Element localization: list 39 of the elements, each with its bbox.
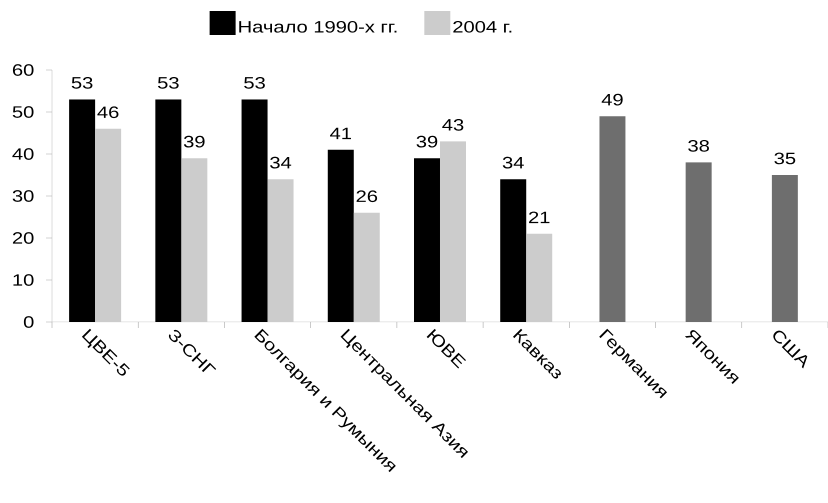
y-tick-label: 20 (12, 232, 34, 244)
bar (354, 212, 380, 322)
bar (526, 234, 552, 322)
bar (268, 179, 294, 322)
data-label: 39 (184, 136, 205, 148)
y-tick-label: 30 (12, 190, 34, 202)
y-tick-label: 0 (24, 316, 34, 328)
data-label: 34 (502, 156, 524, 168)
bar (242, 99, 268, 322)
bar (500, 179, 526, 322)
bar (69, 99, 96, 322)
data-label: 53 (244, 77, 265, 89)
bar (440, 141, 466, 322)
data-label: 34 (270, 156, 292, 168)
bar (686, 162, 712, 322)
bar (414, 158, 440, 322)
bar (155, 99, 182, 322)
data-label: 21 (529, 212, 550, 224)
y-tick-label: 10 (13, 274, 34, 286)
bar (181, 158, 208, 322)
data-label: 49 (602, 94, 623, 106)
bar (599, 116, 626, 322)
data-label: 53 (158, 77, 179, 89)
legend-label: Начало 1990-х гг. (239, 20, 396, 33)
data-label: 53 (72, 77, 92, 89)
bar (328, 150, 354, 322)
y-tick-label: 40 (12, 148, 34, 160)
data-label: 41 (330, 128, 351, 140)
data-label: 46 (97, 106, 118, 118)
data-label: 38 (688, 140, 709, 152)
data-label: 39 (416, 136, 438, 148)
legend-label: 2004 г. (453, 20, 512, 33)
bar (772, 174, 798, 322)
data-label: 43 (442, 119, 464, 131)
y-tick-label: 60 (12, 64, 34, 76)
data-label: 26 (356, 190, 378, 202)
data-label: 35 (774, 152, 796, 164)
y-tick-label: 50 (12, 106, 34, 118)
bar (95, 128, 122, 322)
